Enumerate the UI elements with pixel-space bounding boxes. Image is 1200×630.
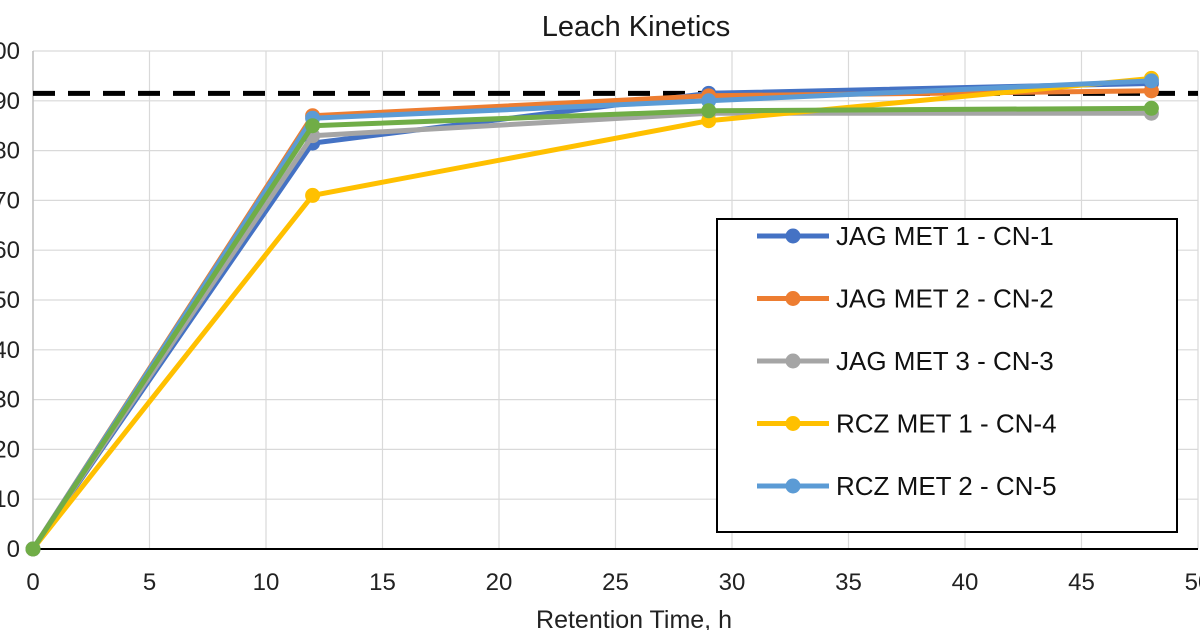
- y-tick-label: 70: [0, 187, 20, 214]
- x-tick-label: 50: [1185, 569, 1200, 596]
- data-point: [1143, 100, 1159, 116]
- y-tick-labels: 0 10 20 30 40 50 60 70 80 90 100: [0, 38, 20, 563]
- chart-title: Leach Kinetics: [542, 11, 731, 43]
- legend-label: RCZ MET 1 - CN-4: [836, 409, 1057, 439]
- x-tick-label: 45: [1068, 569, 1095, 596]
- x-tick-label: 40: [952, 569, 979, 596]
- legend-entry: RCZ MET 2 - CN-5: [757, 471, 1057, 501]
- x-tick-label: 20: [486, 569, 513, 596]
- y-tick-label: 50: [0, 287, 20, 314]
- y-tick-label: 40: [0, 337, 20, 364]
- series-line: [30, 110, 1152, 551]
- y-tick-label: 100: [0, 38, 20, 65]
- data-point: [701, 103, 717, 119]
- y-tick-label: 60: [0, 237, 20, 264]
- legend-swatch-marker: [785, 478, 801, 494]
- legend-entry: RCZ MET 1 - CN-4: [757, 409, 1057, 439]
- data-point: [25, 541, 41, 557]
- legend-label: JAG MET 2 - CN-2: [836, 284, 1054, 314]
- data-point: [305, 118, 321, 134]
- series-group: [25, 70, 1159, 557]
- x-tick-label: 0: [26, 569, 39, 596]
- legend-swatch-marker: [785, 228, 801, 244]
- legend-entry: JAG MET 1 - CN-1: [757, 221, 1054, 251]
- data-point: [305, 187, 321, 203]
- x-tick-labels: 0 5 10 15 20 25 30 35 40 45 50: [26, 569, 1200, 596]
- axes: [32, 51, 1198, 550]
- y-tick-label: 10: [0, 486, 20, 513]
- series-6: [25, 100, 1159, 557]
- x-tick-label: 30: [719, 569, 746, 596]
- series-line: [30, 105, 1152, 551]
- legend-label: JAG MET 3 - CN-3: [836, 346, 1054, 376]
- legend-label: JAG MET 1 - CN-1: [836, 221, 1054, 251]
- legend-entry: JAG MET 3 - CN-3: [757, 346, 1054, 376]
- legend-swatch-marker: [785, 353, 801, 369]
- legend-label: RCZ MET 2 - CN-5: [836, 471, 1057, 501]
- y-tick-label: 30: [0, 387, 20, 414]
- legend-swatch-marker: [785, 291, 801, 306]
- y-tick-label: 20: [0, 436, 20, 463]
- x-tick-label: 5: [143, 569, 156, 596]
- y-tick-label: 80: [0, 138, 20, 165]
- x-tick-label: 10: [253, 569, 280, 596]
- series-line: [31, 75, 1152, 551]
- x-axis-label: Retention Time, h: [536, 606, 732, 630]
- x-tick-label: 25: [602, 569, 629, 596]
- data-point: [1143, 73, 1159, 89]
- legend: JAG MET 1 - CN-1 JAG MET 2 - CN-2 JAG MET …: [716, 218, 1178, 533]
- x-tick-label: 35: [835, 569, 862, 596]
- y-tick-label: 0: [7, 536, 20, 563]
- x-tick-label: 15: [369, 569, 396, 596]
- legend-entry: JAG MET 2 - CN-2: [757, 284, 1054, 314]
- legend-swatch-marker: [785, 416, 801, 431]
- y-tick-label: 90: [0, 88, 20, 115]
